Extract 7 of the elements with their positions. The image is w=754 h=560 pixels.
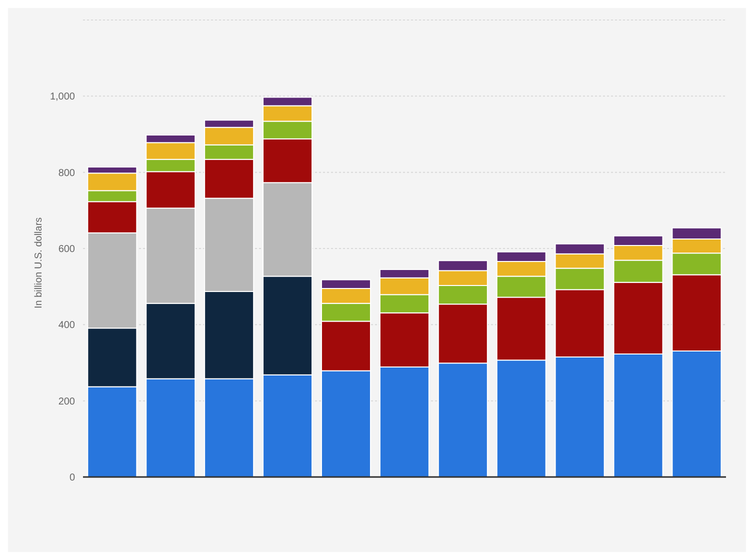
- y-tick-label: 800: [58, 168, 76, 179]
- y-axis-title: In billion U.S. dollars: [34, 217, 45, 308]
- y-tick-label: 0: [69, 472, 76, 484]
- y-tick-label: 1,000: [50, 92, 76, 103]
- y-tick-label: 400: [58, 320, 76, 332]
- y-tick-label: 200: [58, 396, 76, 408]
- y-tick-label: 600: [58, 244, 76, 256]
